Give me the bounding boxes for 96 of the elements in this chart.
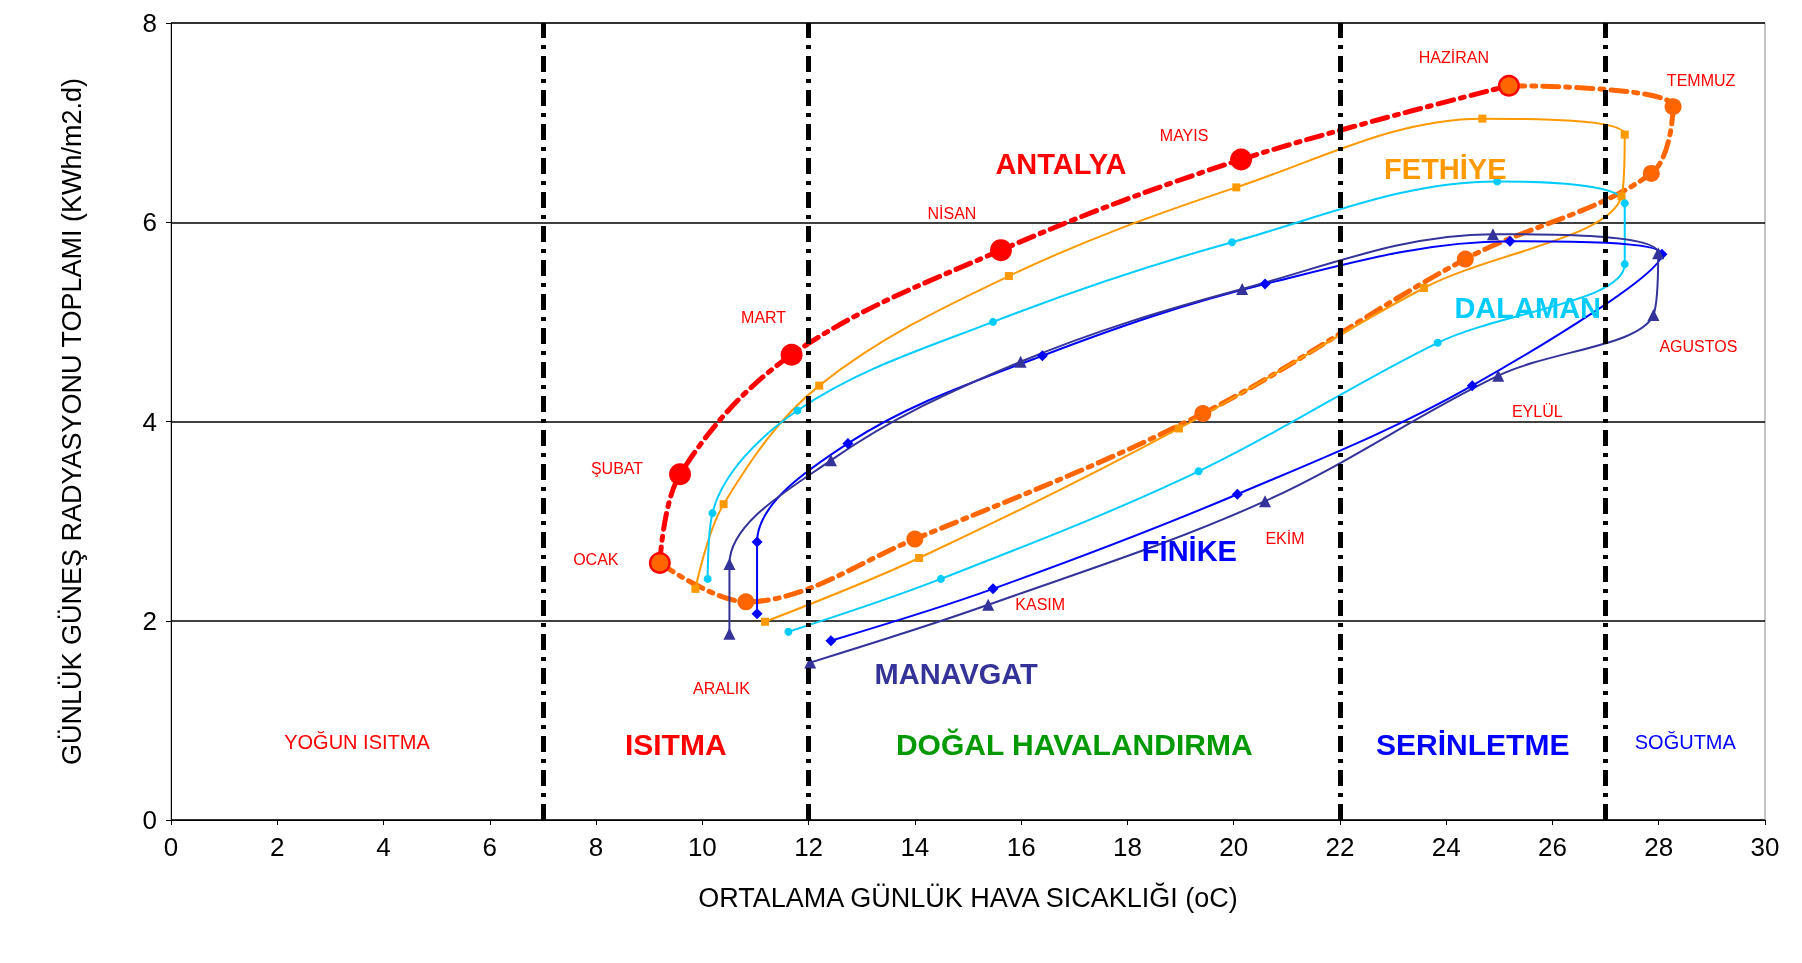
annotation: DOĞAL HAVALANDIRMA: [895, 727, 1253, 761]
y-tick-label: 0: [142, 805, 157, 835]
annotation: MAYIS: [1159, 126, 1209, 144]
x-tick-label: 22: [1325, 832, 1355, 862]
point: [1036, 350, 1048, 362]
point: [824, 454, 837, 467]
series-label: MANAVGAT: [874, 657, 1039, 690]
point: [719, 500, 728, 509]
point: [1259, 278, 1271, 290]
x-tick-label: 28: [1644, 832, 1674, 862]
x-tick-label: 18: [1112, 832, 1142, 862]
series-label: ANTALYA: [995, 148, 1127, 181]
x-axis-title: ORTALAMA GÜNLÜK HAVA SICAKLIĞI (oC): [698, 881, 1238, 913]
x-tick-label: 10: [687, 832, 717, 862]
annotation: EYLÜL: [1511, 403, 1563, 421]
annotation: SOĞUTMA: [1634, 731, 1737, 753]
y-tick-label: 2: [142, 605, 157, 636]
annotation: EKİM: [1265, 528, 1305, 547]
point: [751, 608, 763, 620]
point: [780, 343, 803, 366]
point: [793, 406, 802, 415]
point: [1194, 405, 1212, 423]
annotation: SERİNLETME: [1376, 727, 1570, 761]
x-tick-label: 14: [900, 832, 930, 862]
x-tick-label: 8: [588, 832, 604, 862]
x-tick-label: 30: [1750, 832, 1780, 862]
x-tick-label: 4: [376, 832, 391, 862]
point: [1236, 283, 1249, 295]
x-tick-label: 16: [1006, 832, 1036, 862]
series-label: FETHİYE: [1384, 152, 1507, 185]
point: [982, 598, 995, 611]
point: [1232, 183, 1241, 192]
annotation: MART: [741, 309, 787, 327]
annotation: OCAK: [573, 551, 619, 569]
point: [915, 553, 924, 562]
point: [1478, 114, 1487, 123]
point: [1433, 338, 1442, 347]
x-tick-label: 2: [270, 832, 285, 862]
point: [1642, 164, 1660, 182]
point: [1004, 272, 1013, 281]
point: [691, 584, 700, 593]
point: [708, 509, 717, 518]
point: [703, 574, 712, 583]
annotation: KASIM: [1015, 596, 1066, 614]
annotation: ISITMA: [624, 727, 727, 761]
point: [987, 583, 999, 595]
x-tick-label: 20: [1219, 832, 1249, 862]
x-tick-label: 12: [794, 832, 824, 862]
point: [1652, 247, 1665, 260]
y-axis-title: GÜNLÜK GÜNEŞ RADYASYONU TOPLAMI (KWh/m2.d): [57, 77, 87, 766]
point: [989, 239, 1012, 262]
point: [1504, 235, 1516, 247]
point: [1647, 308, 1660, 321]
point: [1230, 148, 1253, 171]
annotation: HAZİRAN: [1418, 48, 1490, 67]
point: [1419, 284, 1428, 292]
point: [1486, 228, 1499, 241]
point: [1617, 192, 1626, 201]
series-label: FİNİKE: [1141, 535, 1237, 568]
point: [1228, 238, 1237, 247]
point: [784, 627, 793, 636]
annotation: YOĞUN ISITMA: [284, 731, 431, 753]
annotation: ARALIK: [692, 680, 751, 698]
annotation: AGUSTOS: [1659, 338, 1738, 356]
point: [1194, 467, 1203, 476]
point: [1259, 495, 1272, 508]
point: [906, 530, 924, 548]
point: [842, 437, 854, 449]
y-tick-label: 4: [142, 406, 157, 437]
annotation: TEMMUZ: [1666, 72, 1736, 90]
point: [1620, 260, 1629, 269]
point: [761, 617, 770, 626]
point: [1492, 369, 1505, 382]
point: [751, 536, 763, 548]
point: [1620, 130, 1629, 139]
point: [1174, 424, 1183, 433]
point: [1456, 250, 1474, 268]
point: [815, 381, 824, 390]
point: [1664, 98, 1682, 116]
point: [737, 593, 755, 611]
x-tick-label: 24: [1431, 832, 1461, 862]
annotation: ŞUBAT: [590, 459, 644, 477]
x-tick-label: 0: [163, 832, 179, 862]
point: [825, 635, 837, 647]
y-tick-label: 8: [142, 8, 157, 38]
point: [1014, 355, 1027, 368]
point: [936, 574, 945, 583]
x-tick-label: 6: [482, 832, 498, 862]
point: [1466, 380, 1478, 392]
annotation: NİSAN: [927, 203, 977, 222]
point: [1620, 199, 1629, 208]
point: [988, 317, 997, 326]
point: [1231, 488, 1243, 500]
point: [669, 463, 692, 486]
y-tick-label: 6: [142, 207, 157, 238]
x-tick-label: 26: [1538, 832, 1567, 862]
